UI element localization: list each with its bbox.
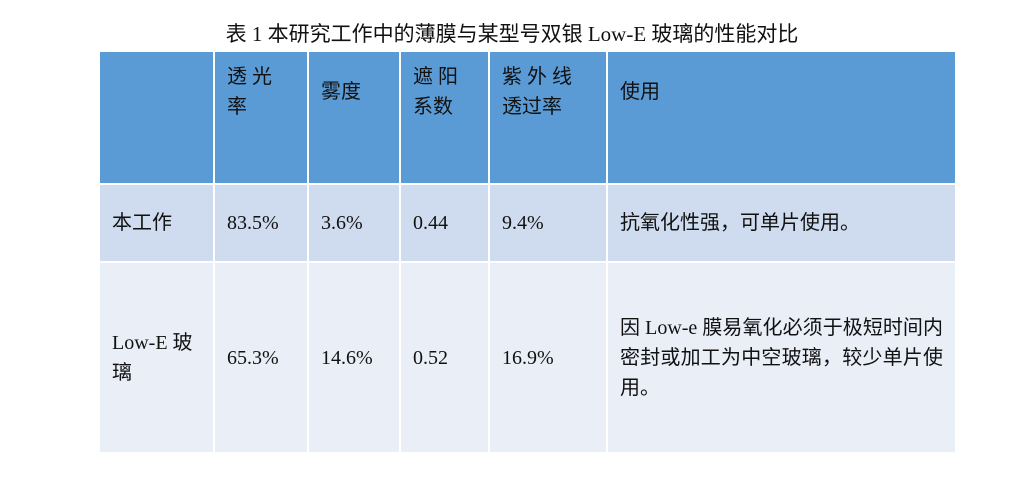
header-cell (98, 50, 215, 185)
cell: 3.6% (307, 183, 401, 263)
table-title: 表 1 本研究工作中的薄膜与某型号双银 Low-E 玻璃的性能对比 (225, 22, 799, 46)
comparison-table: 透 光 率 雾度 遮 阳 系数 紫 外 线 透过率 使用 本工作 83.5% 3… (98, 50, 957, 454)
cell: 65.3% (213, 261, 309, 454)
cell: 因 Low-e 膜易氧化必须于极短时间内密封或加工为中空玻璃，较少单片使用。 (606, 261, 957, 454)
cell: 0.52 (399, 261, 490, 454)
header-cell: 紫 外 线 透过率 (488, 50, 608, 185)
table-row: Low-E 玻璃 65.3% 14.6% 0.52 16.9% 因 Low-e … (98, 261, 957, 454)
table-row: 本工作 83.5% 3.6% 0.44 9.4% 抗氧化性强，可单片使用。 (98, 183, 957, 263)
row-label: 本工作 (98, 183, 215, 263)
header-row: 透 光 率 雾度 遮 阳 系数 紫 外 线 透过率 使用 (98, 50, 957, 185)
cell: 9.4% (488, 183, 608, 263)
cell: 83.5% (213, 183, 309, 263)
header-cell: 雾度 (307, 50, 401, 185)
header-cell: 遮 阳 系数 (399, 50, 490, 185)
header-cell: 使用 (606, 50, 957, 185)
cell: 抗氧化性强，可单片使用。 (606, 183, 957, 263)
header-cell: 透 光 率 (213, 50, 309, 185)
cell: 14.6% (307, 261, 401, 454)
cell: 16.9% (488, 261, 608, 454)
row-label: Low-E 玻璃 (98, 261, 215, 454)
cell: 0.44 (399, 183, 490, 263)
